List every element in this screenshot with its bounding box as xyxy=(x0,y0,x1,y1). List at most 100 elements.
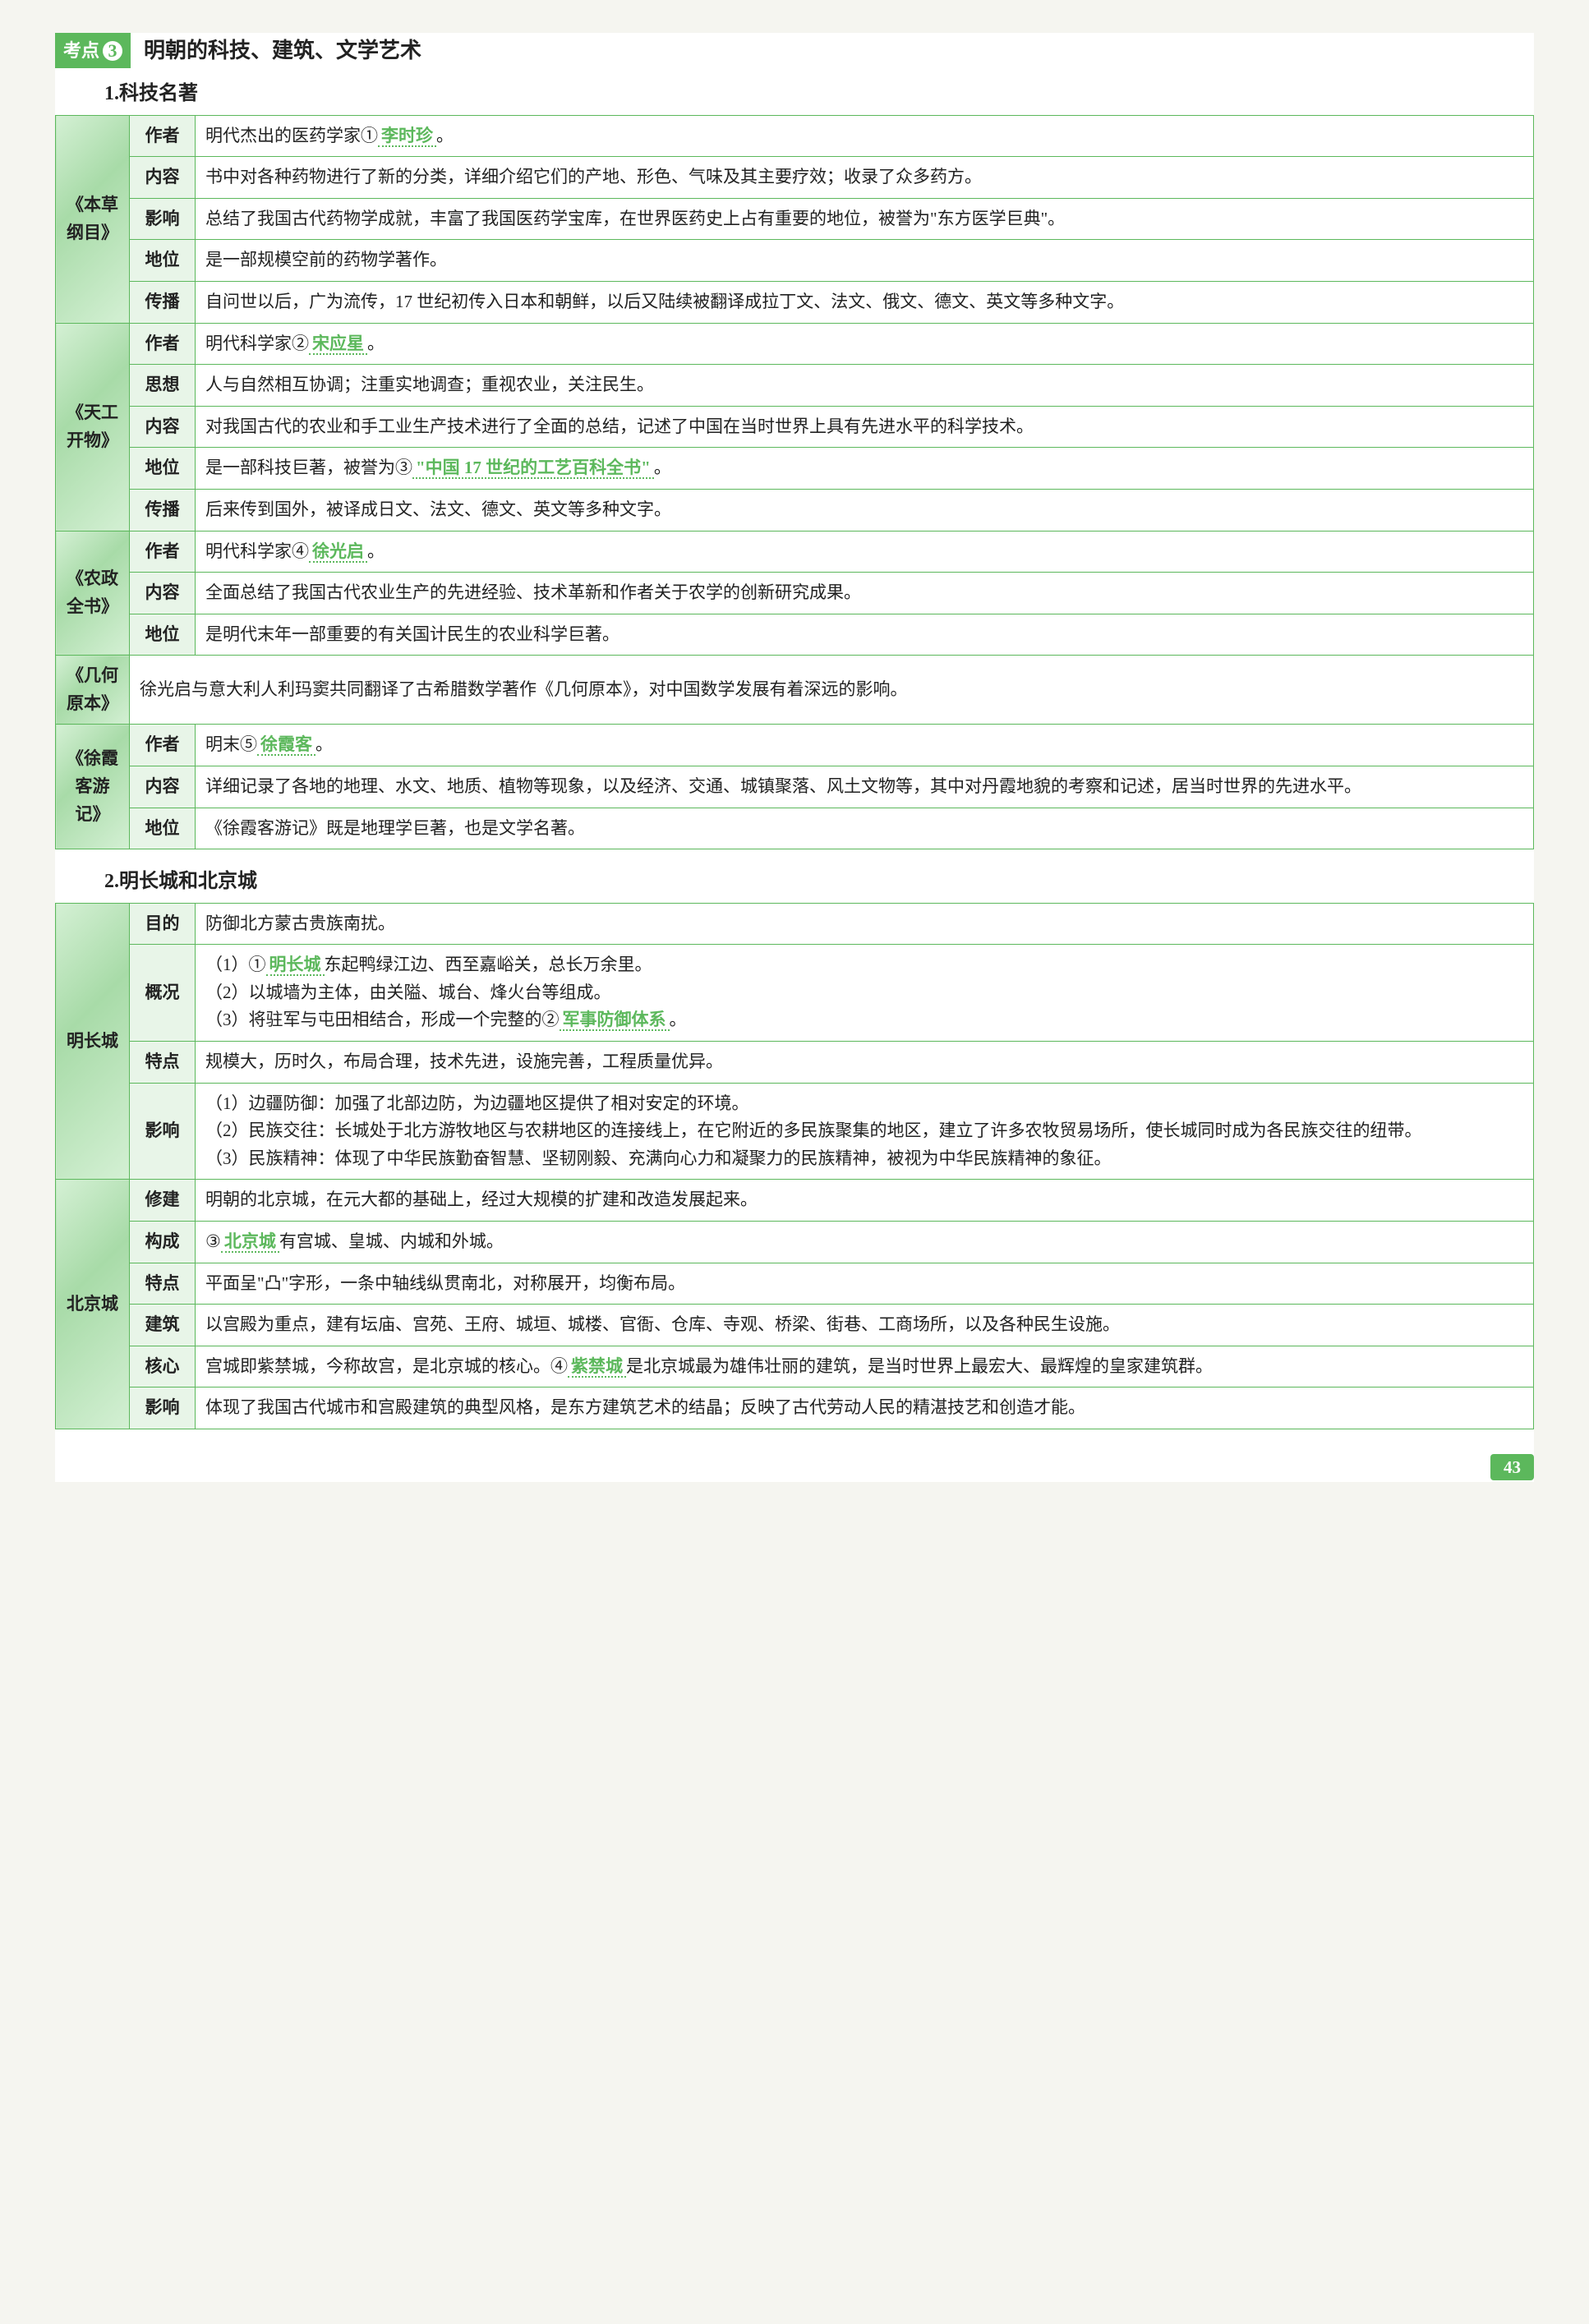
table-row: 地位 是明代末年一部重要的有关国计民生的农业科学巨著。 xyxy=(56,614,1534,656)
content-cell: 明朝的北京城，在元大都的基础上，经过大规模的扩建和改造发展起来。 xyxy=(196,1180,1534,1222)
table-row: 地位 《徐霞客游记》既是地理学巨著，也是文学名著。 xyxy=(56,808,1534,849)
blank-answer: "中国 17 世纪的工艺百科全书" xyxy=(412,458,654,479)
label-cell: 地位 xyxy=(130,448,196,490)
kaodian-number: 3 xyxy=(103,41,122,61)
content-cell: 防御北方蒙古贵族南扰。 xyxy=(196,903,1534,945)
blank-answer: 北京城 xyxy=(221,1231,279,1253)
label-cell: 概况 xyxy=(130,945,196,1042)
book-cell: 《徐霞客游记》 xyxy=(56,725,130,849)
table-row: 影响 总结了我国古代药物学成就，丰富了我国医药学宝库，在世界医药史上占有重要的地… xyxy=(56,198,1534,240)
kaodian-header: 考点3 明朝的科技、建筑、文学艺术 xyxy=(55,33,1534,68)
label-cell: 核心 xyxy=(130,1346,196,1387)
table-row: 《徐霞客游记》 作者 明末⑤徐霞客。 xyxy=(56,725,1534,766)
label-cell: 传播 xyxy=(130,281,196,323)
book-cell: 北京城 xyxy=(56,1180,130,1429)
label-cell: 作者 xyxy=(130,531,196,573)
table-1: 《本草纲目》 作者 明代杰出的医药学家①李时珍。 内容 书中对各种药物进行了新的… xyxy=(55,115,1534,850)
label-cell: 建筑 xyxy=(130,1305,196,1346)
table-2: 明长城 目的 防御北方蒙古贵族南扰。 概况 （1）①明长城东起鸭绿江边、西至嘉峪… xyxy=(55,903,1534,1429)
content-cell: （1）①明长城东起鸭绿江边、西至嘉峪关，总长万余里。 （2）以城墙为主体，由关隘… xyxy=(196,945,1534,1042)
kaodian-text: 考点 xyxy=(63,40,99,61)
label-cell: 思想 xyxy=(130,365,196,407)
book-cell: 《本草纲目》 xyxy=(56,115,130,323)
table-row: 地位 是一部规模空前的药物学著作。 xyxy=(56,240,1534,282)
content-cell: 详细记录了各地的地理、水文、地质、植物等现象，以及经济、交通、城镇聚落、风土文物… xyxy=(196,766,1534,808)
content-cell: 是一部规模空前的药物学著作。 xyxy=(196,240,1534,282)
content-cell: 自问世以后，广为流传，17 世纪初传入日本和朝鲜，以后又陆续被翻译成拉丁文、法文… xyxy=(196,281,1534,323)
label-cell: 特点 xyxy=(130,1042,196,1084)
page-number: 43 xyxy=(1490,1454,1534,1480)
content-cell: 体现了我国古代城市和宫殿建筑的典型风格，是东方建筑艺术的结晶；反映了古代劳动人民… xyxy=(196,1387,1534,1429)
content-cell: 规模大，历时久，布局合理，技术先进，设施完善，工程质量优异。 xyxy=(196,1042,1534,1084)
content-cell: 明代杰出的医药学家①李时珍。 xyxy=(196,115,1534,157)
label-cell: 修建 xyxy=(130,1180,196,1222)
content-cell: 书中对各种药物进行了新的分类，详细介绍它们的产地、形色、气味及其主要疗效；收录了… xyxy=(196,157,1534,199)
content-cell: 人与自然相互协调；注重实地调查；重视农业，关注民生。 xyxy=(196,365,1534,407)
blank-answer: 徐霞客 xyxy=(257,734,315,756)
book-cell: 明长城 xyxy=(56,903,130,1180)
label-cell: 地位 xyxy=(130,808,196,849)
subsection-1-title: 1.科技名著 xyxy=(104,78,1534,109)
blank-answer: 李时珍 xyxy=(378,126,436,147)
label-cell: 特点 xyxy=(130,1263,196,1305)
content-cell: 以宫殿为重点，建有坛庙、宫苑、王府、城垣、城楼、官衙、仓库、寺观、桥梁、街巷、工… xyxy=(196,1305,1534,1346)
table-row: 特点 平面呈"凸"字形，一条中轴线纵贯南北，对称展开，均衡布局。 xyxy=(56,1263,1534,1305)
table-row: 核心 宫城即紫禁城，今称故宫，是北京城的核心。④紫禁城是北京城最为雄伟壮丽的建筑… xyxy=(56,1346,1534,1387)
label-cell: 作者 xyxy=(130,323,196,365)
table-row: 内容 详细记录了各地的地理、水文、地质、植物等现象，以及经济、交通、城镇聚落、风… xyxy=(56,766,1534,808)
label-cell: 内容 xyxy=(130,406,196,448)
blank-answer: 明长城 xyxy=(266,955,325,976)
label-cell: 地位 xyxy=(130,614,196,656)
kaodian-title: 明朝的科技、建筑、文学艺术 xyxy=(144,34,421,68)
blank-answer: 紫禁城 xyxy=(568,1356,626,1378)
label-cell: 作者 xyxy=(130,115,196,157)
content-cell: 总结了我国古代药物学成就，丰富了我国医药学宝库，在世界医药史上占有重要的地位，被… xyxy=(196,198,1534,240)
content-cell: 明代科学家④徐光启。 xyxy=(196,531,1534,573)
content-cell: 明末⑤徐霞客。 xyxy=(196,725,1534,766)
table-row: 《农政全书》 作者 明代科学家④徐光启。 xyxy=(56,531,1534,573)
table-row: 思想 人与自然相互协调；注重实地调查；重视农业，关注民生。 xyxy=(56,365,1534,407)
label-cell: 内容 xyxy=(130,573,196,614)
content-cell: ③北京城有宫城、皇城、内城和外城。 xyxy=(196,1222,1534,1263)
kaodian-badge: 考点3 xyxy=(55,33,131,68)
label-cell: 影响 xyxy=(130,1083,196,1180)
label-cell: 传播 xyxy=(130,489,196,531)
table-row: 北京城 修建 明朝的北京城，在元大都的基础上，经过大规模的扩建和改造发展起来。 xyxy=(56,1180,1534,1222)
label-cell: 作者 xyxy=(130,725,196,766)
book-cell: 《农政全书》 xyxy=(56,531,130,656)
blank-answer: 徐光启 xyxy=(309,541,367,563)
table-row: 内容 对我国古代的农业和手工业生产技术进行了全面的总结，记述了中国在当时世界上具… xyxy=(56,406,1534,448)
book-cell: 《几何原本》 xyxy=(56,656,130,725)
content-cell: 明代科学家②宋应星。 xyxy=(196,323,1534,365)
content-cell: 对我国古代的农业和手工业生产技术进行了全面的总结，记述了中国在当时世界上具有先进… xyxy=(196,406,1534,448)
book-cell: 《天工开物》 xyxy=(56,323,130,531)
table-row: 地位 是一部科技巨著，被誉为③"中国 17 世纪的工艺百科全书"。 xyxy=(56,448,1534,490)
label-cell: 内容 xyxy=(130,766,196,808)
label-cell: 内容 xyxy=(130,157,196,199)
label-cell: 影响 xyxy=(130,198,196,240)
table-row: 内容 书中对各种药物进行了新的分类，详细介绍它们的产地、形色、气味及其主要疗效；… xyxy=(56,157,1534,199)
table-row: 特点 规模大，历时久，布局合理，技术先进，设施完善，工程质量优异。 xyxy=(56,1042,1534,1084)
content-cell: 《徐霞客游记》既是地理学巨著，也是文学名著。 xyxy=(196,808,1534,849)
table-row: 概况 （1）①明长城东起鸭绿江边、西至嘉峪关，总长万余里。 （2）以城墙为主体，… xyxy=(56,945,1534,1042)
table-row: 《天工开物》 作者 明代科学家②宋应星。 xyxy=(56,323,1534,365)
page-content: 考点3 明朝的科技、建筑、文学艺术 1.科技名著 《本草纲目》 作者 明代杰出的… xyxy=(55,33,1534,1482)
table-row: 明长城 目的 防御北方蒙古贵族南扰。 xyxy=(56,903,1534,945)
page-number-wrap: 43 xyxy=(55,1454,1534,1482)
content-cell: （1）边疆防御：加强了北部边防，为边疆地区提供了相对安定的环境。 （2）民族交往… xyxy=(196,1083,1534,1180)
blank-answer: 宋应星 xyxy=(309,334,367,355)
table-row: 《几何原本》 徐光启与意大利人利玛窦共同翻译了古希腊数学著作《几何原本》，对中国… xyxy=(56,656,1534,725)
table-row: 建筑 以宫殿为重点，建有坛庙、宫苑、王府、城垣、城楼、官衙、仓库、寺观、桥梁、街… xyxy=(56,1305,1534,1346)
table-row: 影响 体现了我国古代城市和宫殿建筑的典型风格，是东方建筑艺术的结晶；反映了古代劳… xyxy=(56,1387,1534,1429)
subsection-2-title: 2.明长城和北京城 xyxy=(104,866,1534,897)
table-row: 构成 ③北京城有宫城、皇城、内城和外城。 xyxy=(56,1222,1534,1263)
table-row: 内容 全面总结了我国古代农业生产的先进经验、技术革新和作者关于农学的创新研究成果… xyxy=(56,573,1534,614)
content-cell: 徐光启与意大利人利玛窦共同翻译了古希腊数学著作《几何原本》，对中国数学发展有着深… xyxy=(130,656,1534,725)
content-cell: 全面总结了我国古代农业生产的先进经验、技术革新和作者关于农学的创新研究成果。 xyxy=(196,573,1534,614)
content-cell: 是一部科技巨著，被誉为③"中国 17 世纪的工艺百科全书"。 xyxy=(196,448,1534,490)
label-cell: 地位 xyxy=(130,240,196,282)
table-row: 传播 自问世以后，广为流传，17 世纪初传入日本和朝鲜，以后又陆续被翻译成拉丁文… xyxy=(56,281,1534,323)
content-cell: 是明代末年一部重要的有关国计民生的农业科学巨著。 xyxy=(196,614,1534,656)
table-row: 《本草纲目》 作者 明代杰出的医药学家①李时珍。 xyxy=(56,115,1534,157)
label-cell: 影响 xyxy=(130,1387,196,1429)
